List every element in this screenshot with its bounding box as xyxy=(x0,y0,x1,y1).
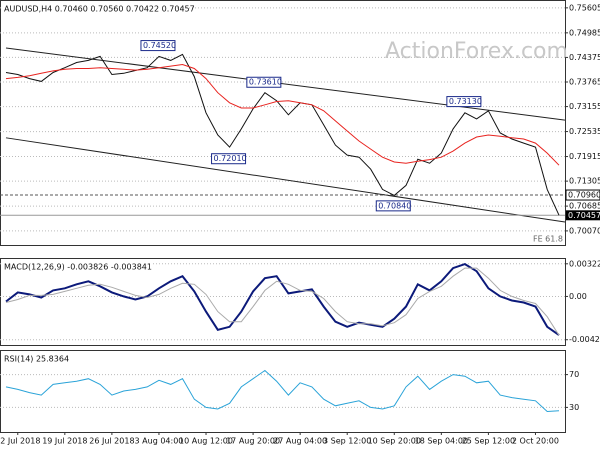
x-tick-label: 27 Aug 04:00 xyxy=(273,437,327,446)
annotation-label: 0.73130 xyxy=(449,97,482,106)
annotation-box xyxy=(446,96,482,108)
y-tick-label: 0.70685 xyxy=(569,202,600,211)
y-tick-label: 0.70070 xyxy=(569,226,600,235)
y-tick-label: 0.74985 xyxy=(569,28,600,37)
annotation-box xyxy=(211,153,247,165)
trendline xyxy=(5,47,566,121)
annotation-label: 0.72010 xyxy=(214,154,247,163)
series-line xyxy=(5,263,560,336)
x-tick-label: 19 Jul 2018 xyxy=(42,437,87,446)
panel-frame xyxy=(0,350,566,433)
y-tick-label: 30 xyxy=(569,403,579,412)
annotation-label: 0.74520 xyxy=(143,41,176,50)
x-tick-label: 12 Jul 2018 xyxy=(0,437,40,446)
fe-label: FE 61.8 xyxy=(533,235,563,244)
title-bg xyxy=(2,3,177,14)
panel-title: MACD(12,26,9) -0.003826 -0.003841 xyxy=(4,263,152,272)
y-tick-label: 0.71305 xyxy=(569,177,600,186)
y-tick-label: 0.71915 xyxy=(569,152,600,161)
annotation-box xyxy=(140,40,176,52)
reference-label: 0.70960 xyxy=(568,191,600,200)
trendline xyxy=(5,137,566,223)
y-tick-label: 0.00 xyxy=(569,292,587,301)
y-tick-label: 0.74375 xyxy=(569,53,600,62)
panel-frame xyxy=(0,0,566,246)
x-tick-label: 2 Oct 20:00 xyxy=(512,437,559,446)
annotation-label: 0.73610 xyxy=(249,78,282,87)
x-tick-label: 17 Aug 20:00 xyxy=(226,437,280,446)
series-line xyxy=(5,53,560,216)
panel-frame xyxy=(0,258,566,346)
x-tick-label: 3 Sep 12:00 xyxy=(323,437,371,446)
y-tick-label: -0.004279 xyxy=(569,335,600,344)
y-tick-label: 0.72535 xyxy=(569,127,600,136)
panel-title: AUDUSD,H4 0.70460 0.70560 0.70422 0.7045… xyxy=(4,5,195,14)
annotation-label: 0.70840 xyxy=(378,201,411,210)
current-price-box xyxy=(566,210,600,221)
y-tick-label: 0.003227 xyxy=(569,259,600,268)
x-tick-label: 3 Aug 04:00 xyxy=(135,437,184,446)
series-line xyxy=(5,63,560,166)
annotation-box xyxy=(246,76,282,88)
y-tick-label: 0.75605 xyxy=(569,3,600,12)
x-tick-label: 26 Jul 2018 xyxy=(89,437,134,446)
series-line xyxy=(5,267,560,336)
x-tick-label: 10 Sep 20:00 xyxy=(368,437,421,446)
x-tick-label: 18 Sep 04:00 xyxy=(415,437,468,446)
title-bg xyxy=(2,353,152,364)
title-bg xyxy=(2,261,152,272)
y-tick-label: 0.73765 xyxy=(569,78,600,87)
annotation-box xyxy=(375,200,411,212)
current-price-label: 0.70457 xyxy=(568,211,600,220)
x-tick-label: 25 Sep 12:00 xyxy=(462,437,515,446)
series-line xyxy=(5,369,560,413)
reference-box xyxy=(565,189,600,201)
x-tick-label: 10 Aug 12:00 xyxy=(179,437,233,446)
y-tick-label: 70 xyxy=(569,370,579,379)
y-tick-label: 0.73155 xyxy=(569,102,600,111)
panel-title: RSI(14) 25.8364 xyxy=(4,355,69,364)
watermark: ActionForex.com xyxy=(385,39,568,64)
